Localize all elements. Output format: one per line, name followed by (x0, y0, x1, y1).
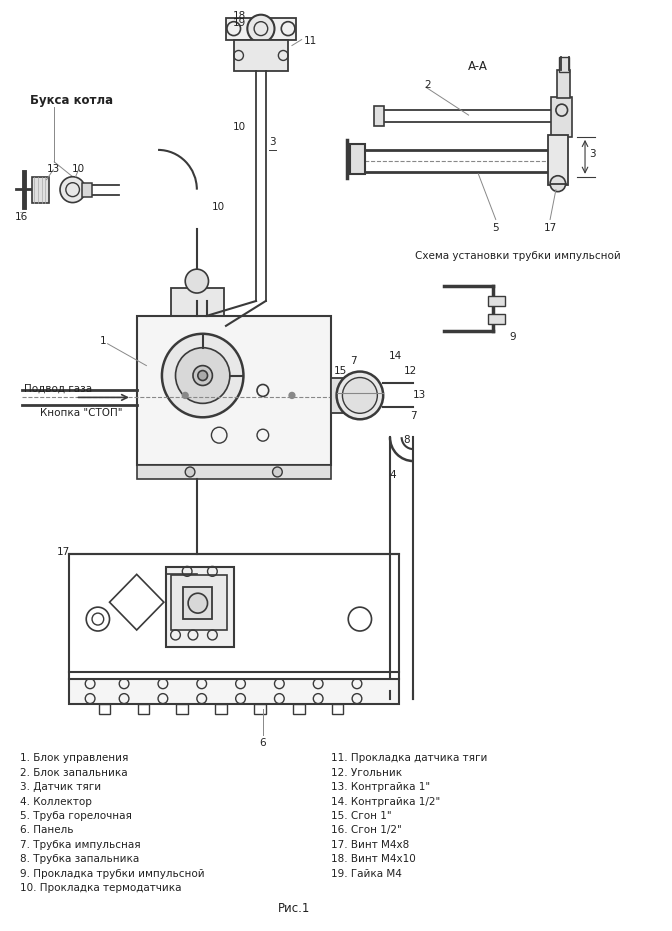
Text: 6. Панель: 6. Панель (20, 826, 74, 835)
Bar (488, 314, 505, 324)
Bar (215, 704, 227, 713)
Circle shape (289, 393, 295, 398)
Text: 19. Гайка M4: 19. Гайка M4 (331, 869, 402, 879)
Circle shape (185, 269, 208, 293)
Text: 19: 19 (233, 18, 246, 28)
Bar (557, 71, 571, 98)
Text: 10: 10 (72, 164, 85, 174)
Text: 12. Угольник: 12. Угольник (331, 768, 402, 777)
Text: 15. Сгон 1": 15. Сгон 1" (331, 811, 391, 821)
Text: 2: 2 (424, 80, 431, 90)
Text: 14: 14 (389, 351, 403, 360)
Circle shape (227, 21, 241, 35)
Circle shape (337, 371, 383, 419)
Text: 9. Прокладка трубки импульсной: 9. Прокладка трубки импульсной (20, 869, 205, 879)
Text: 1: 1 (100, 336, 106, 345)
Text: 16: 16 (14, 211, 28, 222)
Text: 17: 17 (57, 546, 71, 557)
Text: 6: 6 (259, 738, 266, 749)
Text: 3: 3 (589, 149, 595, 159)
Text: 18. Винт M4x10: 18. Винт M4x10 (331, 854, 415, 864)
Bar (559, 58, 569, 73)
Bar (331, 378, 360, 413)
Bar (69, 555, 398, 672)
Text: 13. Контргайка 1": 13. Контргайка 1" (331, 782, 430, 792)
Text: 11: 11 (304, 35, 317, 46)
Bar (136, 465, 331, 479)
Bar (551, 97, 573, 137)
Text: 4: 4 (389, 470, 396, 480)
Bar (99, 704, 110, 713)
Text: 10. Прокладка термодатчика: 10. Прокладка термодатчика (20, 883, 181, 893)
Text: Кнопка "СТОП": Кнопка "СТОП" (40, 409, 122, 418)
Bar (374, 106, 384, 126)
Text: 13: 13 (46, 164, 60, 174)
Circle shape (185, 467, 195, 477)
Bar (234, 39, 288, 72)
Text: 4. Коллектор: 4. Коллектор (20, 797, 92, 806)
Bar (83, 182, 92, 196)
Bar (69, 679, 398, 704)
Circle shape (282, 21, 295, 35)
Bar (350, 144, 365, 174)
Circle shape (343, 378, 378, 413)
Bar (138, 704, 149, 713)
Text: 17. Винт M4x8: 17. Винт M4x8 (331, 840, 409, 850)
Circle shape (162, 334, 243, 417)
Circle shape (550, 176, 566, 192)
Bar (177, 704, 188, 713)
Text: 11. Прокладка датчика тяги: 11. Прокладка датчика тяги (331, 753, 487, 763)
Text: 1. Блок управления: 1. Блок управления (20, 753, 128, 763)
Text: 10: 10 (233, 122, 246, 132)
Bar (171, 575, 227, 630)
Text: 17: 17 (544, 223, 556, 234)
Text: 13: 13 (413, 390, 427, 400)
Text: 3: 3 (269, 137, 276, 147)
Circle shape (175, 347, 230, 403)
Circle shape (60, 177, 85, 203)
Text: Букса котла: Букса котла (30, 94, 113, 107)
Text: A-A: A-A (468, 61, 489, 74)
Circle shape (193, 366, 212, 385)
Circle shape (182, 393, 188, 398)
Text: 14. Контргайка 1/2": 14. Контргайка 1/2" (331, 797, 440, 806)
Bar (332, 704, 343, 713)
Text: 2. Блок запальника: 2. Блок запальника (20, 768, 128, 777)
Circle shape (188, 593, 208, 614)
Bar (166, 567, 234, 647)
Text: 15: 15 (334, 366, 347, 375)
Text: 18: 18 (233, 10, 246, 20)
Text: 7: 7 (411, 412, 417, 422)
Text: Подвод газа: Подвод газа (24, 384, 92, 394)
Text: 3. Датчик тяги: 3. Датчик тяги (20, 782, 101, 792)
Bar (293, 704, 304, 713)
Bar (171, 288, 224, 317)
Bar (183, 587, 212, 619)
Text: 12: 12 (404, 366, 417, 375)
Text: 8. Трубка запальника: 8. Трубка запальника (20, 854, 140, 864)
Text: 8: 8 (404, 435, 410, 445)
Bar (32, 177, 49, 203)
Text: 9: 9 (509, 331, 516, 342)
Bar (136, 316, 331, 465)
Text: 16. Сгон 1/2": 16. Сгон 1/2" (331, 826, 402, 835)
Text: 7. Трубка импульсная: 7. Трубка импульсная (20, 840, 141, 850)
Circle shape (273, 467, 282, 477)
Text: Схема установки трубки импульсной: Схема установки трубки импульсной (415, 251, 621, 262)
Text: 5. Труба горелочная: 5. Труба горелочная (20, 811, 132, 821)
Circle shape (198, 371, 208, 381)
Circle shape (247, 15, 274, 43)
Text: 5: 5 (493, 223, 499, 234)
Text: 7: 7 (350, 356, 357, 366)
Text: Рис.1: Рис.1 (278, 902, 310, 915)
Bar (254, 704, 265, 713)
Bar (548, 135, 568, 184)
Text: 10: 10 (212, 202, 224, 211)
Bar (226, 18, 296, 39)
Bar (488, 296, 505, 306)
